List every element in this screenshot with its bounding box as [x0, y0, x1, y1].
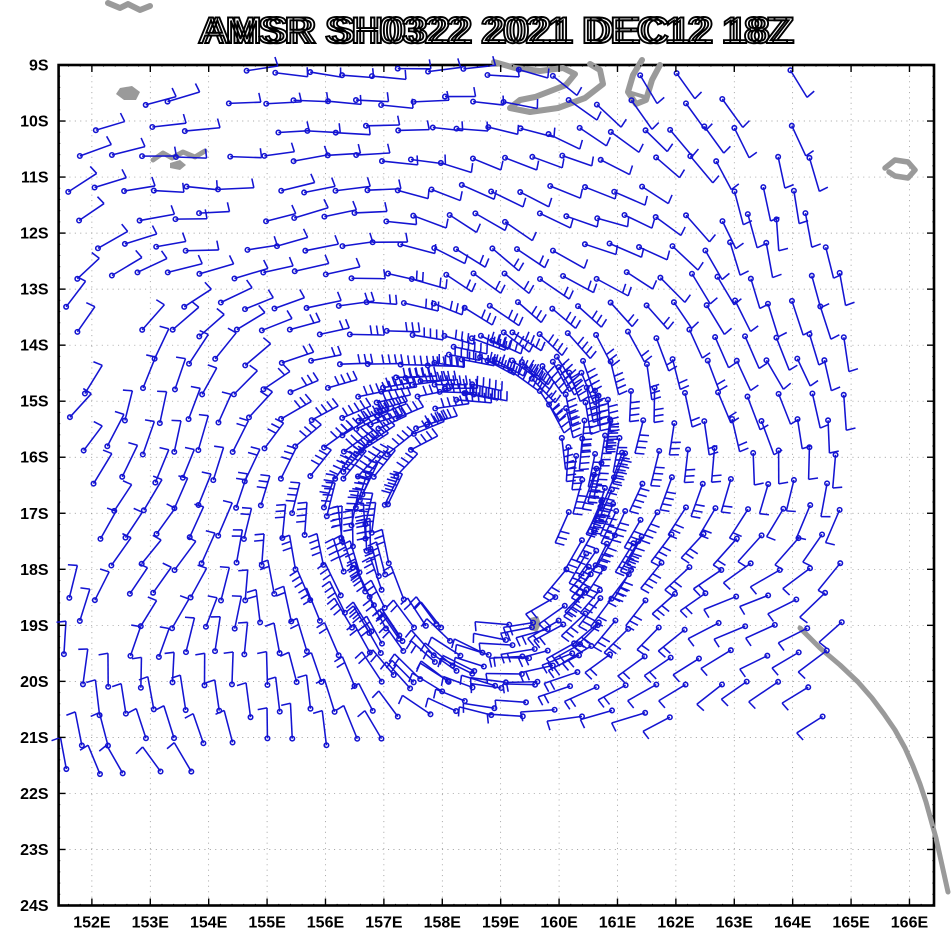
svg-text:23S: 23S: [20, 842, 49, 859]
svg-text:161E: 161E: [599, 915, 637, 932]
svg-text:166E: 166E: [891, 915, 929, 932]
svg-text:16S: 16S: [20, 450, 49, 467]
svg-text:159E: 159E: [482, 915, 520, 932]
svg-text:19S: 19S: [20, 618, 49, 635]
svg-text:AMSR SH0322 2021 DEC12 18Z: AMSR SH0322 2021 DEC12 18Z: [205, 10, 796, 51]
svg-text:163E: 163E: [716, 915, 754, 932]
svg-text:155E: 155E: [248, 915, 286, 932]
svg-text:164E: 164E: [774, 915, 812, 932]
svg-text:11S: 11S: [21, 170, 49, 187]
svg-text:10S: 10S: [20, 114, 49, 131]
svg-text:154E: 154E: [190, 915, 228, 932]
svg-text:153E: 153E: [132, 915, 170, 932]
svg-text:152E: 152E: [73, 915, 111, 932]
svg-text:156E: 156E: [307, 915, 345, 932]
svg-text:20S: 20S: [20, 674, 49, 691]
svg-text:17S: 17S: [20, 506, 49, 523]
svg-text:21S: 21S: [20, 730, 49, 747]
svg-text:24S: 24S: [20, 898, 49, 915]
svg-text:162E: 162E: [657, 915, 695, 932]
svg-text:22S: 22S: [20, 786, 49, 803]
svg-text:13S: 13S: [20, 282, 49, 299]
svg-text:14S: 14S: [20, 338, 49, 355]
svg-text:9S: 9S: [29, 58, 49, 75]
svg-text:157E: 157E: [365, 915, 403, 932]
svg-text:158E: 158E: [424, 915, 462, 932]
svg-text:15S: 15S: [20, 394, 49, 411]
svg-text:12S: 12S: [20, 226, 49, 243]
svg-text:18S: 18S: [20, 562, 49, 579]
svg-text:165E: 165E: [832, 915, 870, 932]
svg-text:160E: 160E: [540, 915, 578, 932]
